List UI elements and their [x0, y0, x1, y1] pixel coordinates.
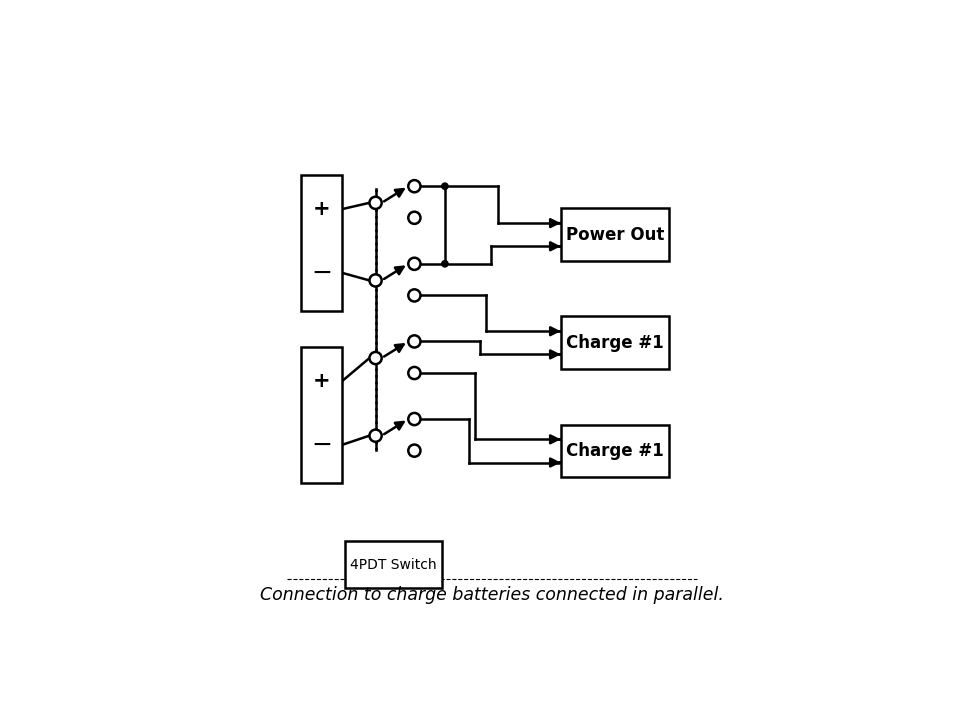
Circle shape: [408, 336, 420, 348]
Circle shape: [441, 182, 448, 190]
Text: Charge #1: Charge #1: [566, 334, 664, 352]
Bar: [562, 317, 669, 369]
Text: 4PDT Switch: 4PDT Switch: [350, 557, 437, 572]
Circle shape: [408, 258, 420, 270]
Circle shape: [408, 180, 420, 192]
Circle shape: [408, 289, 420, 302]
Circle shape: [370, 352, 382, 364]
Circle shape: [370, 430, 382, 442]
Bar: [345, 541, 443, 588]
Circle shape: [408, 212, 420, 224]
Circle shape: [408, 413, 420, 425]
Circle shape: [441, 260, 448, 268]
Circle shape: [408, 444, 420, 456]
Bar: [562, 208, 669, 261]
Text: Power Out: Power Out: [566, 225, 664, 243]
Text: +: +: [313, 199, 330, 219]
Text: Connection to charge batteries connected in parallel.: Connection to charge batteries connected…: [260, 586, 724, 604]
Bar: [562, 425, 669, 477]
Text: −: −: [311, 433, 332, 456]
Bar: [300, 347, 343, 483]
Circle shape: [370, 197, 382, 209]
Circle shape: [370, 274, 382, 287]
Bar: [300, 175, 343, 311]
Text: −: −: [311, 261, 332, 285]
Text: Charge #1: Charge #1: [566, 442, 664, 460]
Circle shape: [408, 367, 420, 379]
Text: +: +: [313, 371, 330, 391]
